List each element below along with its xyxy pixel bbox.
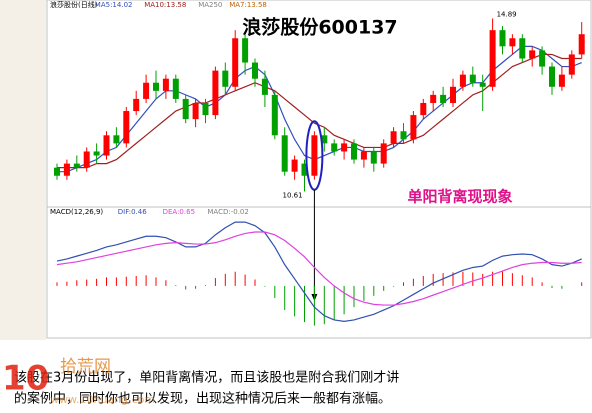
candle-body xyxy=(281,135,288,172)
candle-body xyxy=(93,151,100,156)
candle-body xyxy=(390,131,397,144)
candle-body xyxy=(489,30,496,87)
candle-body xyxy=(440,94,447,103)
header-label: MA10:13.58 xyxy=(144,1,186,9)
candle-body xyxy=(301,163,308,176)
candle-body xyxy=(420,102,427,116)
candle-body xyxy=(242,38,249,63)
candle-body xyxy=(450,86,456,103)
left-strip xyxy=(0,0,46,340)
candle-body xyxy=(479,82,486,87)
candle-body xyxy=(212,70,219,116)
candle-body xyxy=(321,135,328,144)
chart-frame xyxy=(46,0,592,339)
candle-body xyxy=(341,143,348,152)
annotation: 单阳背离现现象 xyxy=(407,188,512,206)
candle-body xyxy=(519,38,526,59)
candle-body xyxy=(133,98,140,112)
candle-body xyxy=(162,78,169,91)
candle-body xyxy=(54,167,60,176)
macd-line xyxy=(56,221,582,322)
candle-body xyxy=(509,38,516,47)
candle-body xyxy=(360,151,367,160)
candle-body xyxy=(202,102,209,116)
watermark-name: 拾荒网 xyxy=(60,357,111,377)
candle-body xyxy=(549,66,555,87)
candle-body xyxy=(153,82,159,91)
low-label: 10.61 xyxy=(283,192,303,200)
header-label: MA250 xyxy=(198,1,222,9)
header-label: DEA:0.65 xyxy=(163,208,195,216)
header-label: 浪莎股份(日线) xyxy=(50,0,98,9)
candle-body xyxy=(271,94,278,136)
candle-body xyxy=(499,30,506,47)
candle-body xyxy=(222,70,229,87)
header-label: MA5:14.02 xyxy=(95,1,133,9)
header-label: MACD(12,26,9) xyxy=(50,208,103,216)
candle-body xyxy=(192,102,199,120)
candle-body xyxy=(143,82,150,99)
candle-body xyxy=(529,50,536,59)
candle-body xyxy=(113,135,120,144)
caption-line: 的案例中，同时你也可以发现，出现这种情况后来一般都有涨幅。 xyxy=(14,391,391,407)
watermark-number: 10 xyxy=(2,359,49,399)
candle-body xyxy=(331,143,338,152)
high-label: 14.89 xyxy=(497,10,517,18)
candle-body xyxy=(410,115,417,140)
candle-body xyxy=(182,98,189,120)
candle-body xyxy=(459,74,466,87)
watermark-url: www.10huang.com xyxy=(50,393,155,406)
candle-body xyxy=(261,78,268,95)
candle-body xyxy=(291,159,298,172)
candle-body xyxy=(73,163,80,168)
header-label: MACD:-0.02 xyxy=(207,208,248,216)
candle-body xyxy=(172,78,179,99)
candle-body xyxy=(578,34,585,55)
caption-line: 该股在3月份出现了，单阳背离情况，而且该股也是附合我们刚才讲 xyxy=(14,370,399,386)
candle-body xyxy=(568,54,575,75)
candle-body xyxy=(469,74,476,83)
candle-body xyxy=(370,151,377,164)
candle-body xyxy=(430,94,437,103)
candle-body xyxy=(311,135,318,176)
candle-body xyxy=(123,111,130,144)
candle-body xyxy=(83,151,90,168)
candle-body xyxy=(380,143,387,164)
candle-body xyxy=(63,163,70,176)
candle-body xyxy=(351,143,357,160)
candle-body xyxy=(252,62,258,79)
header-label: MA7:13.58 xyxy=(229,1,267,9)
macd-line xyxy=(56,231,582,306)
candle-body xyxy=(232,38,239,87)
candle-body xyxy=(539,50,546,67)
chart-title: 浪莎股份600137 xyxy=(242,16,397,39)
candle-body xyxy=(103,135,110,156)
candle-body xyxy=(400,131,407,140)
candle-body xyxy=(558,74,565,87)
header-label: DIF:0.46 xyxy=(118,208,147,216)
